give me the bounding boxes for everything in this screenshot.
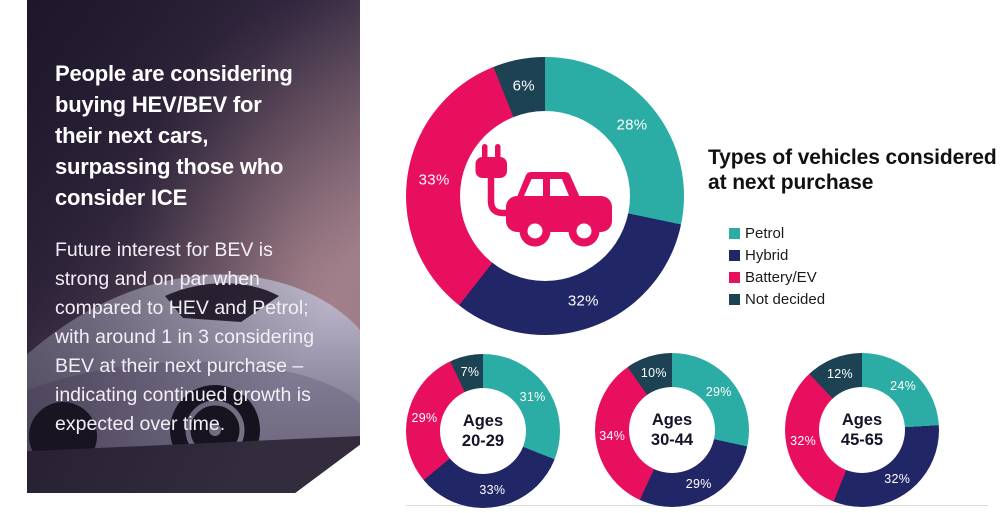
donut-hole: Ages 45-65 [819, 387, 905, 473]
legend-item: Not decided [729, 292, 825, 307]
legend-swatch [729, 272, 740, 283]
donut-chart-overall: 28% 32% 33% 6% [406, 57, 684, 335]
segment-value-label: 29% [685, 476, 712, 491]
age-group-label: Ages 45-65 [840, 411, 884, 449]
segment-value-label: 10% [640, 365, 667, 380]
ev-car-icon [475, 144, 612, 247]
legend-label: Not decided [745, 291, 826, 308]
baseline-rule [406, 505, 988, 506]
segment-value-label: 33% [418, 171, 450, 189]
legend-item: Hybrid [729, 248, 825, 263]
segment-value-label: 32% [884, 471, 911, 486]
segment-value-label: 33% [479, 483, 506, 498]
legend-label: Hybrid [745, 247, 789, 264]
donut-hole: Ages 30-44 [629, 387, 715, 473]
panel-title: People are considering buying HEV/BEV fo… [55, 61, 293, 210]
legend-label: Petrol [745, 225, 785, 242]
segment-value-label: 29% [411, 410, 438, 425]
age-group-label: Ages 20-29 [461, 412, 505, 450]
segment-value-label: 28% [616, 116, 648, 134]
segment-value-label: 29% [705, 385, 732, 400]
legend-item: Battery/EV [729, 270, 825, 285]
segment-value-label: 32% [567, 292, 599, 310]
segment-value-label: 34% [599, 428, 626, 443]
legend-label: Battery/EV [745, 269, 817, 286]
chart-legend: Petrol Hybrid Battery/EV Not decided [729, 226, 825, 314]
legend-item: Petrol [729, 226, 825, 241]
segment-value-label: 12% [826, 367, 853, 382]
segment-value-label: 32% [790, 434, 817, 449]
donut-chart-ages-20-29: Ages 20-29 31% 33% 29% 7% [406, 354, 560, 508]
segment-value-label: 31% [519, 390, 546, 405]
donut-chart-ages-30-44: Ages 30-44 29% 29% 34% 10% [595, 353, 749, 507]
segment-value-label: 7% [460, 365, 480, 380]
chart-title: Types of vehicles considered at next pur… [708, 146, 997, 194]
segment-value-label: 24% [890, 379, 917, 394]
legend-swatch [729, 294, 740, 305]
donut-hole [460, 111, 630, 281]
photo-shade-overlay [27, 0, 360, 493]
segment-value-label: 6% [512, 77, 535, 95]
panel-body-text: Future interest for BEV is strong and on… [55, 239, 315, 435]
donut-chart-ages-45-65: Ages 45-65 24% 32% 32% 12% [785, 353, 939, 507]
age-group-label: Ages 30-44 [650, 411, 694, 449]
left-panel: People are considering buying HEV/BEV fo… [27, 0, 360, 493]
donut-hole: Ages 20-29 [440, 388, 526, 474]
legend-swatch [729, 228, 740, 239]
legend-swatch [729, 250, 740, 261]
